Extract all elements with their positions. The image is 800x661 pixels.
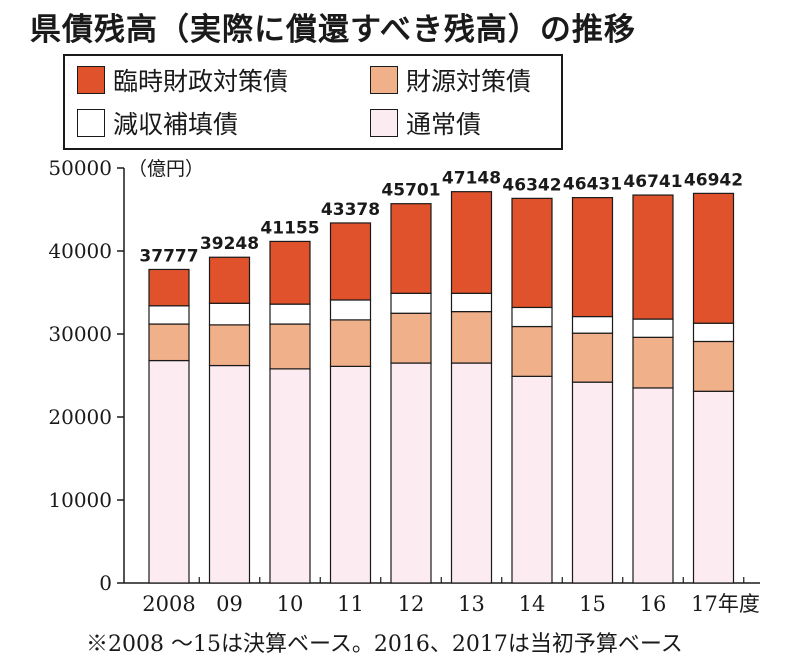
bar-segment bbox=[329, 365, 372, 584]
bar-segment bbox=[329, 299, 372, 321]
x-tick-label: 09 bbox=[216, 592, 243, 616]
bar-segment bbox=[571, 315, 614, 334]
y-tick-label: 0 bbox=[99, 571, 112, 595]
bar-segment bbox=[692, 390, 735, 584]
bar-segment bbox=[511, 325, 553, 377]
bar-segment bbox=[208, 256, 251, 304]
bar-segment bbox=[571, 381, 614, 584]
bar-segment bbox=[329, 319, 372, 367]
bar-segment bbox=[269, 303, 311, 325]
y-tick-label: 20000 bbox=[48, 405, 112, 429]
bar-segment bbox=[269, 368, 311, 584]
x-tick-label: 10 bbox=[277, 592, 304, 616]
bar-segment bbox=[571, 332, 614, 383]
bar-total-label: 45701 bbox=[381, 181, 440, 201]
x-tick-label: 12 bbox=[398, 592, 425, 616]
bar-total-label: 46342 bbox=[502, 175, 561, 195]
legend: 臨時財政対策債 財源対策債 減収補填債 通常債 bbox=[63, 54, 563, 150]
bar-segment bbox=[208, 364, 251, 584]
bar-segment bbox=[390, 292, 432, 314]
bar-total-label: 46741 bbox=[623, 172, 682, 192]
y-tick-label: 30000 bbox=[48, 322, 112, 346]
bar-segment bbox=[390, 362, 432, 584]
bar-segment bbox=[450, 292, 493, 313]
bar-segment bbox=[692, 322, 735, 343]
bar-segment bbox=[632, 194, 674, 320]
legend-label-zaigen: 財源対策債 bbox=[406, 67, 532, 96]
legend-swatch-genshu bbox=[77, 109, 105, 137]
bar-segment bbox=[269, 240, 311, 305]
y-unit-label: （億円） bbox=[128, 158, 204, 180]
bar-segment bbox=[390, 312, 432, 364]
bar-segment bbox=[208, 302, 251, 326]
legend-swatch-zaigen bbox=[370, 66, 398, 94]
legend-swatch-rinji bbox=[77, 66, 105, 94]
bar-segment bbox=[390, 203, 432, 294]
footnote: ※2008 ～15は決算ベース。2016、2017は当初予算ベース bbox=[86, 632, 683, 657]
bar-total-label: 39248 bbox=[200, 234, 259, 254]
bar-segment bbox=[450, 191, 493, 294]
bar-segment bbox=[208, 324, 251, 367]
bar-segment bbox=[329, 222, 372, 301]
legend-label-rinji: 臨時財政対策債 bbox=[113, 67, 289, 96]
chart-title: 県債残高（実際に償還すべき残高）の推移 bbox=[30, 12, 636, 48]
x-tick-label: 16 bbox=[640, 592, 667, 616]
bar-segment bbox=[148, 323, 190, 362]
bar-segment bbox=[692, 340, 735, 392]
x-tick-label: 13 bbox=[458, 592, 485, 616]
legend-label-tsujo: 通常債 bbox=[406, 110, 482, 139]
bar-segment bbox=[632, 318, 674, 338]
x-tick-label: 2008 bbox=[142, 592, 195, 616]
bar-total-label: 43378 bbox=[321, 200, 380, 220]
legend-label-genshu: 減収補填債 bbox=[113, 110, 239, 139]
bar-segment bbox=[571, 197, 614, 318]
legend-item-genshu: 減収補填債 bbox=[77, 106, 238, 140]
x-tick-label: 15 bbox=[579, 592, 606, 616]
bar-total-label: 41155 bbox=[260, 218, 319, 238]
bar-segment bbox=[450, 310, 493, 364]
bar-segment bbox=[269, 323, 311, 370]
bar-segment bbox=[450, 362, 493, 584]
x-tick-label: 11 bbox=[337, 592, 364, 616]
x-tick-label: 14 bbox=[519, 592, 546, 616]
bar-segment bbox=[632, 336, 674, 389]
bar-segment bbox=[148, 305, 190, 325]
bar-segment bbox=[632, 387, 674, 584]
bar-segment bbox=[692, 192, 735, 324]
y-tick-label: 40000 bbox=[48, 239, 112, 263]
bar-total-label: 46942 bbox=[684, 170, 743, 190]
bar-segment bbox=[511, 375, 553, 584]
y-tick-label: 10000 bbox=[48, 488, 112, 512]
bar-total-label: 46431 bbox=[563, 175, 622, 195]
bar-total-label: 37777 bbox=[139, 246, 198, 266]
bar-segment bbox=[148, 268, 190, 307]
bar-segment bbox=[511, 197, 553, 309]
legend-item-rinji: 臨時財政対策債 bbox=[77, 63, 288, 97]
legend-swatch-tsujo bbox=[370, 109, 398, 137]
bar-segment bbox=[148, 359, 190, 584]
legend-item-tsujo: 通常債 bbox=[370, 106, 481, 140]
bar-total-label: 47148 bbox=[442, 169, 501, 189]
y-tick-label: 50000 bbox=[48, 156, 112, 180]
bar-segment bbox=[511, 306, 553, 328]
x-tick-label: 17年度 bbox=[691, 592, 760, 616]
legend-item-zaigen: 財源対策債 bbox=[370, 63, 531, 97]
